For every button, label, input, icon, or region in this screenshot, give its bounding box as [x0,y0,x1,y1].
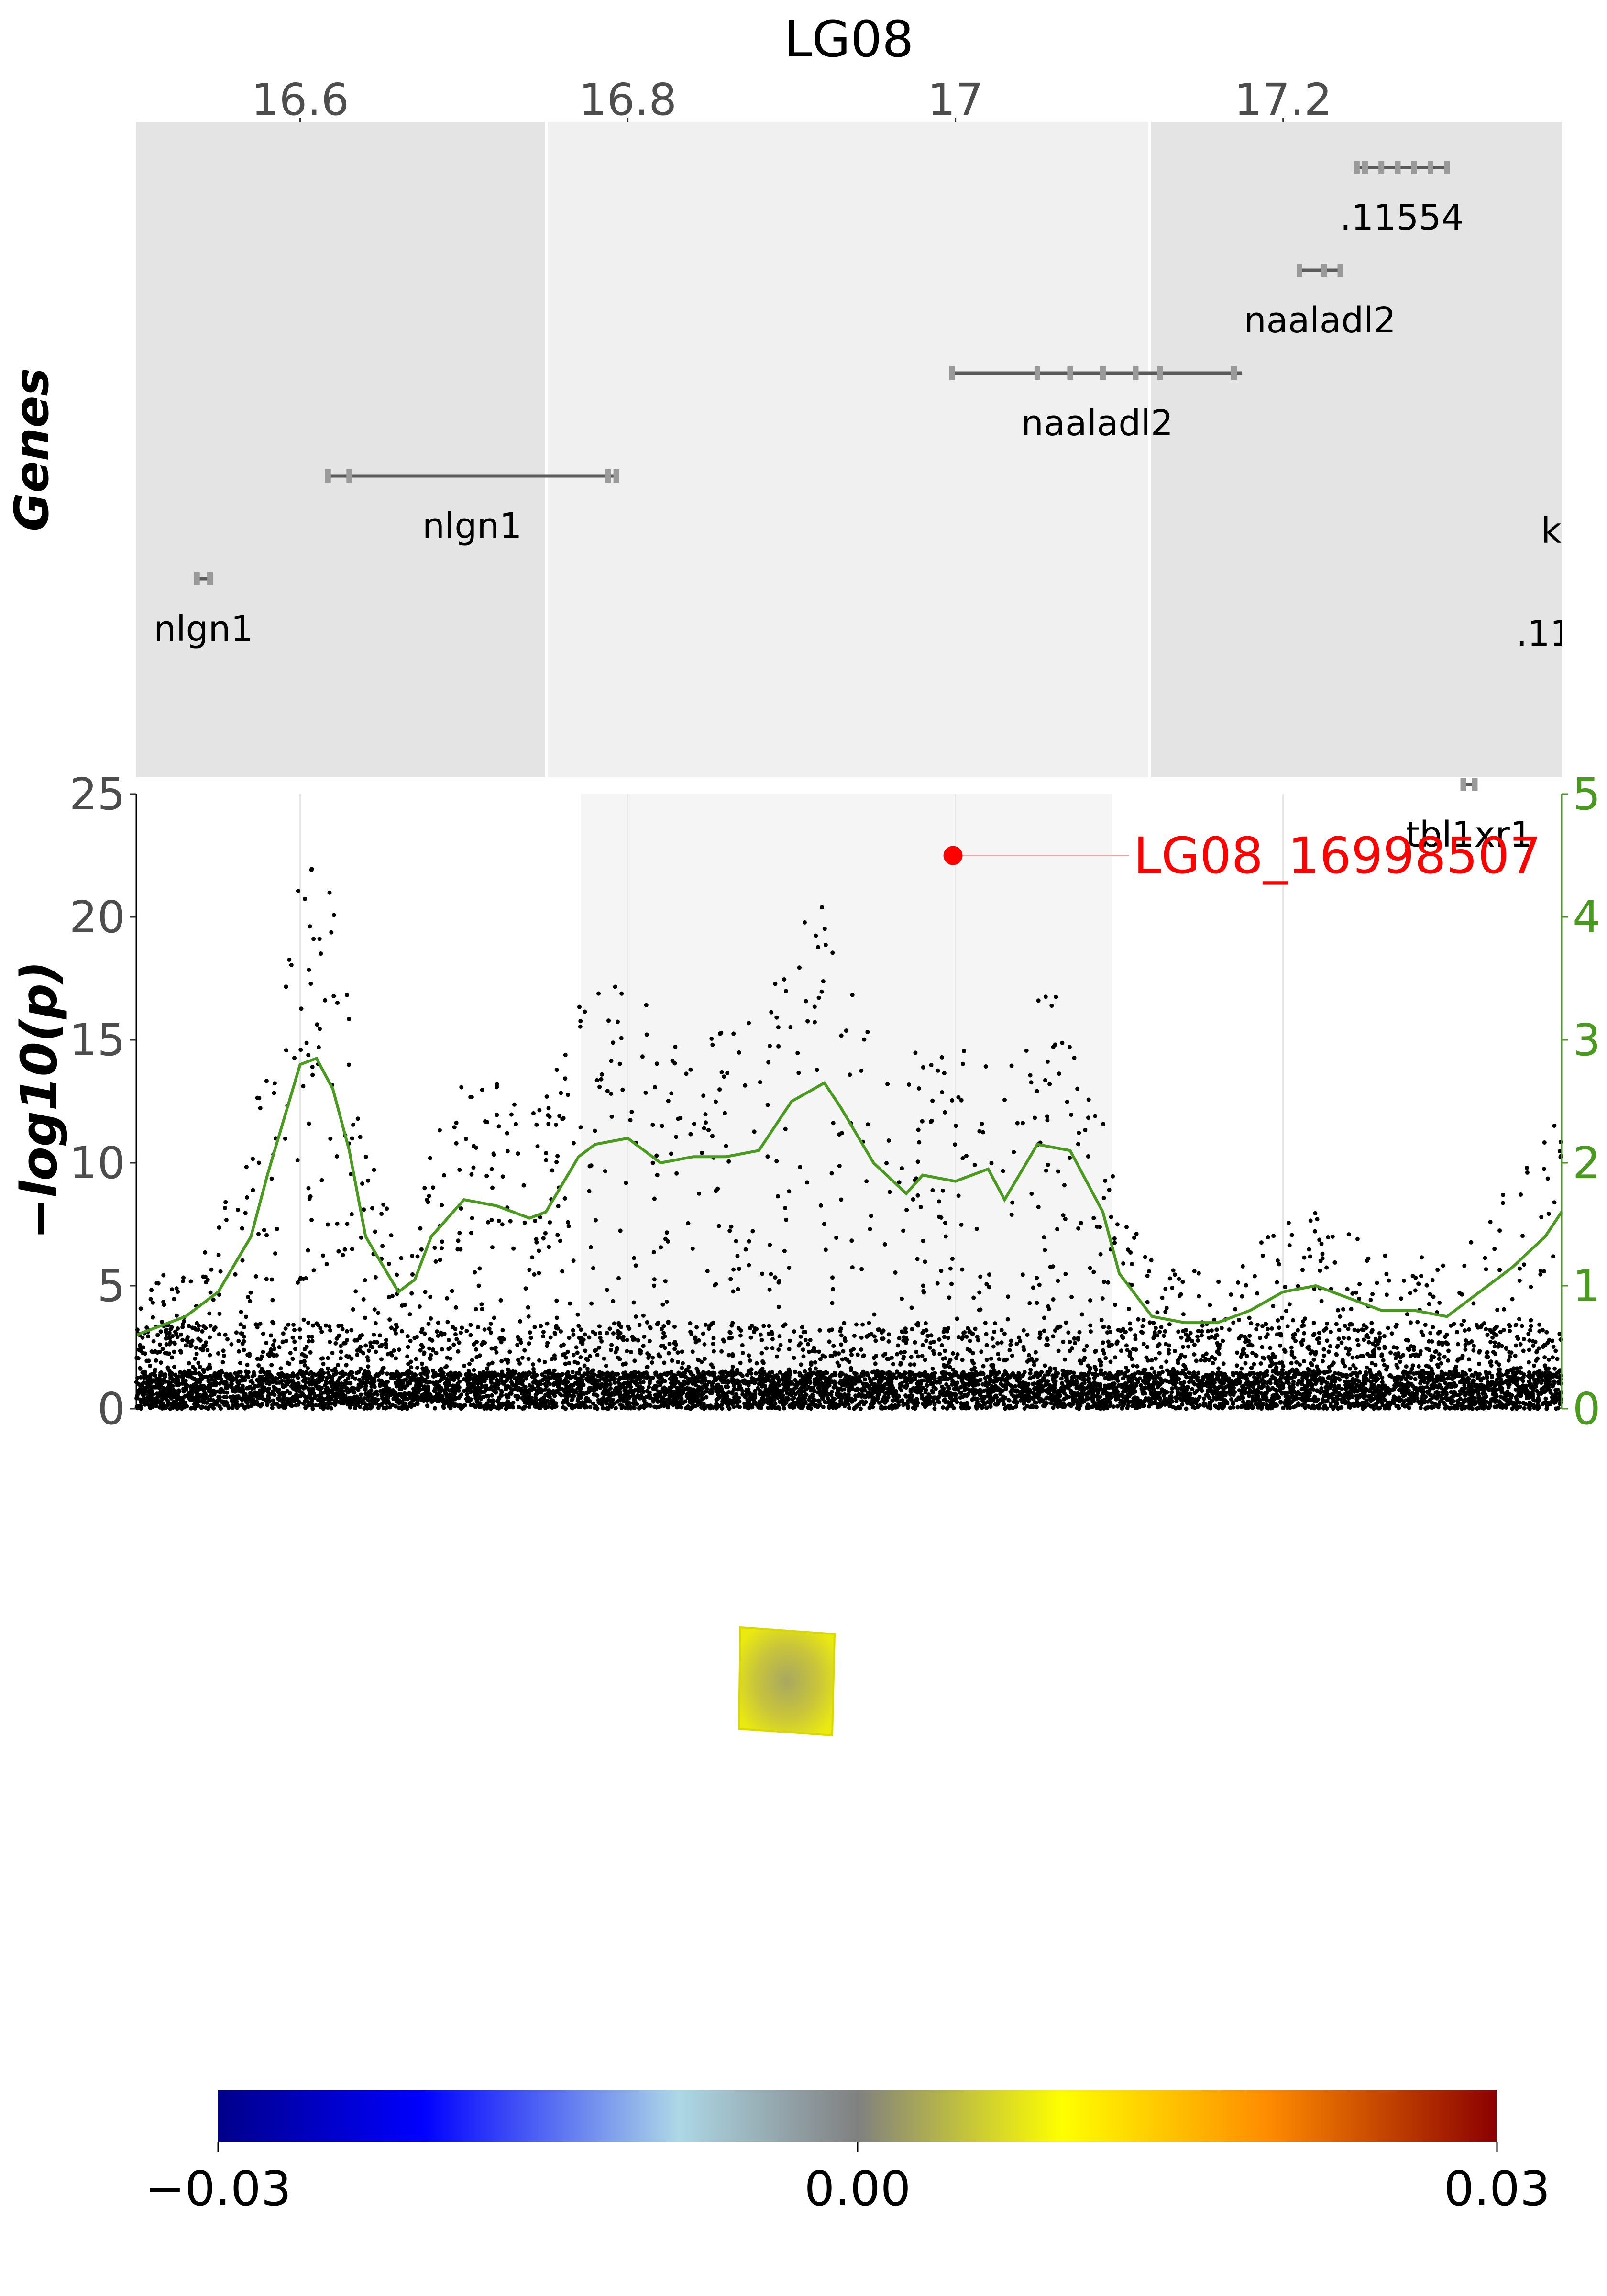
manhattan-panel: 0 5 10 15 20 25 0 1 2 3 4 5 LG08_16998507 −log10(p… [10,769,1601,1435]
y-tick-label: 0 [97,1383,125,1435]
gene-models: .11554naaladl2naaladl2nlgn1nlgn1tbl1xr1k… [154,161,1607,855]
gene-label: .11554 [1340,197,1464,238]
colorbar [218,2090,1497,2142]
gene-panel-background-right [1150,122,1562,777]
colorbar-tick-label: 0.00 [804,2161,911,2217]
gene-exon [194,572,200,585]
y-tick-label: 10 [69,1137,125,1189]
x-tick-label: 17 [927,74,983,125]
gene-label: naaladl2 [1244,300,1396,341]
gene-label: nlgn1 [154,608,253,650]
y-tick-label: 15 [69,1015,125,1066]
gene-exon [1472,778,1478,791]
y-tick-label: 25 [69,769,125,820]
gene-exon [1444,161,1450,174]
series-line-green [135,1056,1563,1336]
x-tick-label: 17.2 [1234,74,1332,125]
gene-exon [605,469,611,483]
manhattan-ylabel-text: −log10(p) [10,961,68,1240]
gene-exon [613,469,619,483]
colorbar-tick-label: 0.03 [1444,2161,1551,2217]
lead-snp-label: LG08_16998507 [1134,827,1541,885]
gene-track-panel: 16.6 16.8 17 17.2 .11554 naaladl2 naaladl2 nlg… [5,10,1607,855]
gene-exon [1321,264,1327,277]
y2-tick-label: 0 [1573,1383,1601,1435]
gene-exon [1100,366,1106,380]
gene-exon [325,469,331,483]
left-y-axis: 0 5 10 15 20 25 [69,769,136,1435]
snp-point-cloud [134,867,1563,1411]
gene-exon [346,469,352,483]
gene-exon [1133,366,1139,380]
snp-points [134,867,1563,1411]
y2-tick-label: 2 [1573,1137,1601,1189]
y2-tick-label: 3 [1573,1015,1601,1066]
gene-panel-highlight-region [547,122,1150,777]
y-tick-label: 5 [97,1260,125,1312]
gene-exon [1411,161,1417,174]
gene-exon [1460,778,1466,791]
colorbar-tick-label: −0.03 [145,2161,291,2217]
y2-tick-label: 4 [1573,892,1601,943]
gene-exon [207,572,213,585]
gene-track-ylabel: Genes [5,368,59,531]
gene-exon [1427,161,1433,174]
manhattan-ylabel: −log10(p) [10,961,68,1240]
gene-exon [1296,264,1302,277]
heatmap-cells [737,1626,836,1737]
gene-exon [1395,161,1401,174]
gene-exon [949,366,955,380]
x-tick-label: 16.6 [251,74,349,125]
y-tick-label: 20 [69,892,125,943]
lead-snp-point [943,846,963,865]
gene-label: tbl1xr1 [1406,814,1532,855]
right-y-axis: 0 1 2 3 4 5 [1562,769,1601,1435]
gene-exon [1354,161,1360,174]
gene-exon [1157,366,1163,380]
gene-exon [1067,366,1073,380]
gene-panel-background-left [136,122,547,777]
y2-tick-label: 1 [1573,1260,1601,1312]
chart-title: LG08 [784,10,914,68]
colorbar-ticks: −0.03 0.00 0.03 [145,2142,1551,2217]
gene-exon [1231,366,1237,380]
gene-axis-ticks: 16.6 16.8 17 17.2 [251,74,1332,125]
gene-exon [1362,161,1368,174]
manhattan-gridlines [299,794,1284,1409]
panel-edge-mask [1562,502,1607,670]
gene-exon [1337,264,1343,277]
heatmap-panel: −0.03 0.00 0.03 [145,1626,1551,2217]
gene-label: naaladl2 [1021,403,1173,444]
x-tick-label: 16.8 [579,74,677,125]
manhattan-highlight-region [581,794,1112,1409]
y2-tick-label: 5 [1573,769,1601,820]
gene-exon [1034,366,1040,380]
gene-exon [1378,161,1385,174]
gene-label: nlgn1 [422,506,522,547]
